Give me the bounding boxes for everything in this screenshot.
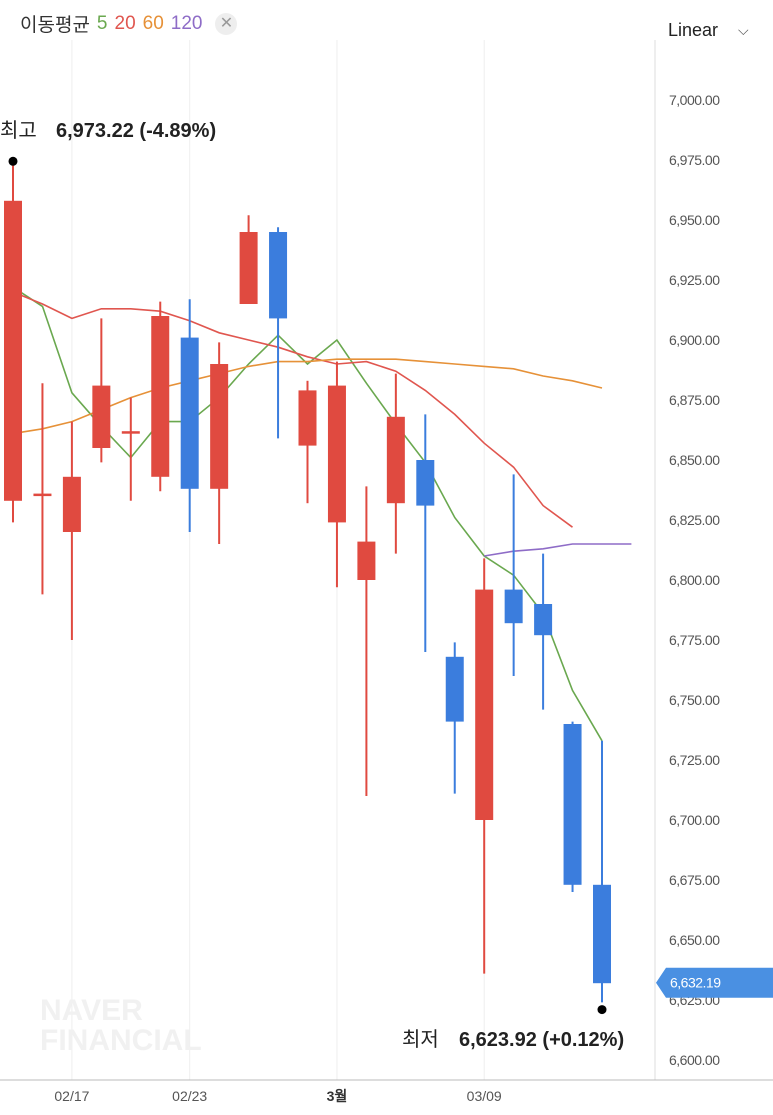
y-tick-label: 7,000.00 <box>669 92 720 108</box>
candle-body <box>210 364 229 489</box>
x-tick-label: 02/23 <box>172 1088 207 1104</box>
candle-body <box>445 656 464 722</box>
candle-body <box>239 232 258 304</box>
close-icon[interactable]: ✕ <box>215 12 238 35</box>
scale-label: Linear <box>668 20 719 40</box>
moving-average-line-60 <box>12 358 603 435</box>
candle-body <box>121 431 140 434</box>
candle-body <box>416 460 435 506</box>
moving-average-label: 이동평균 <box>20 15 90 36</box>
x-tick-label: 03/09 <box>467 1088 502 1104</box>
candle-body <box>593 884 611 984</box>
candle-body <box>327 385 346 523</box>
low-value: 6,623.92 (+0.12%) <box>459 1029 624 1051</box>
low-marker <box>597 1005 607 1015</box>
y-tick-label: 6,600.00 <box>669 1052 720 1068</box>
moving-average-line-20 <box>12 291 573 528</box>
y-tick-label: 6,975.00 <box>669 152 720 168</box>
moving-average-line-5 <box>12 286 603 742</box>
y-tick-label: 6,700.00 <box>669 812 720 828</box>
y-tick-label: 6,775.00 <box>669 632 720 648</box>
ma-60-label[interactable]: 60 <box>142 12 164 34</box>
ma-5-label[interactable]: 5 <box>96 12 108 34</box>
moving-average-legend: 이동평균 5 20 60 120 ✕ <box>20 10 238 37</box>
y-tick-label: 6,825.00 <box>669 512 720 528</box>
y-tick-label: 6,875.00 <box>669 392 720 408</box>
y-tick-label: 6,650.00 <box>669 932 720 948</box>
y-tick-label: 6,950.00 <box>669 212 720 228</box>
chevron-down-icon: ⌵ <box>738 22 749 38</box>
watermark-line: FINANCIAL <box>40 1024 202 1057</box>
candle-body <box>386 416 405 504</box>
ma-120-label[interactable]: 120 <box>170 12 203 34</box>
candle-body <box>563 724 582 885</box>
low-label: 최저 <box>402 1028 439 1051</box>
candle-body <box>534 604 553 636</box>
candle-body <box>4 200 22 501</box>
y-tick-label: 6,800.00 <box>669 572 720 588</box>
y-tick-label: 6,925.00 <box>669 272 720 288</box>
ma-20-label[interactable]: 20 <box>114 12 136 34</box>
current-price-tag <box>656 967 773 998</box>
candle-body <box>357 541 376 580</box>
x-tick-label: 02/17 <box>54 1088 89 1104</box>
candle-body <box>298 390 317 446</box>
current-price-label: 6,632.19 <box>670 975 721 991</box>
candle-body <box>269 232 288 319</box>
candle-body <box>180 337 199 489</box>
candle-body <box>475 589 494 820</box>
candle-body <box>92 385 111 448</box>
high-value: 6,973.22 (-4.89%) <box>56 120 216 142</box>
candle-body <box>33 493 52 497</box>
y-tick-label: 6,725.00 <box>669 752 720 768</box>
candle-body <box>504 589 523 624</box>
scale-selector[interactable]: Linear ⌵ <box>668 20 749 41</box>
high-label: 최고 <box>0 119 37 142</box>
y-tick-label: 6,675.00 <box>669 872 720 888</box>
candle-body <box>62 476 81 532</box>
y-tick-label: 6,750.00 <box>669 692 720 708</box>
x-tick-label: 3월 <box>327 1088 348 1104</box>
moving-average-line-120 <box>484 543 632 557</box>
high-marker <box>8 156 18 166</box>
y-tick-label: 6,850.00 <box>669 452 720 468</box>
y-tick-label: 6,900.00 <box>669 332 720 348</box>
watermark-line: NAVER <box>40 994 143 1027</box>
candle-body <box>151 316 170 477</box>
